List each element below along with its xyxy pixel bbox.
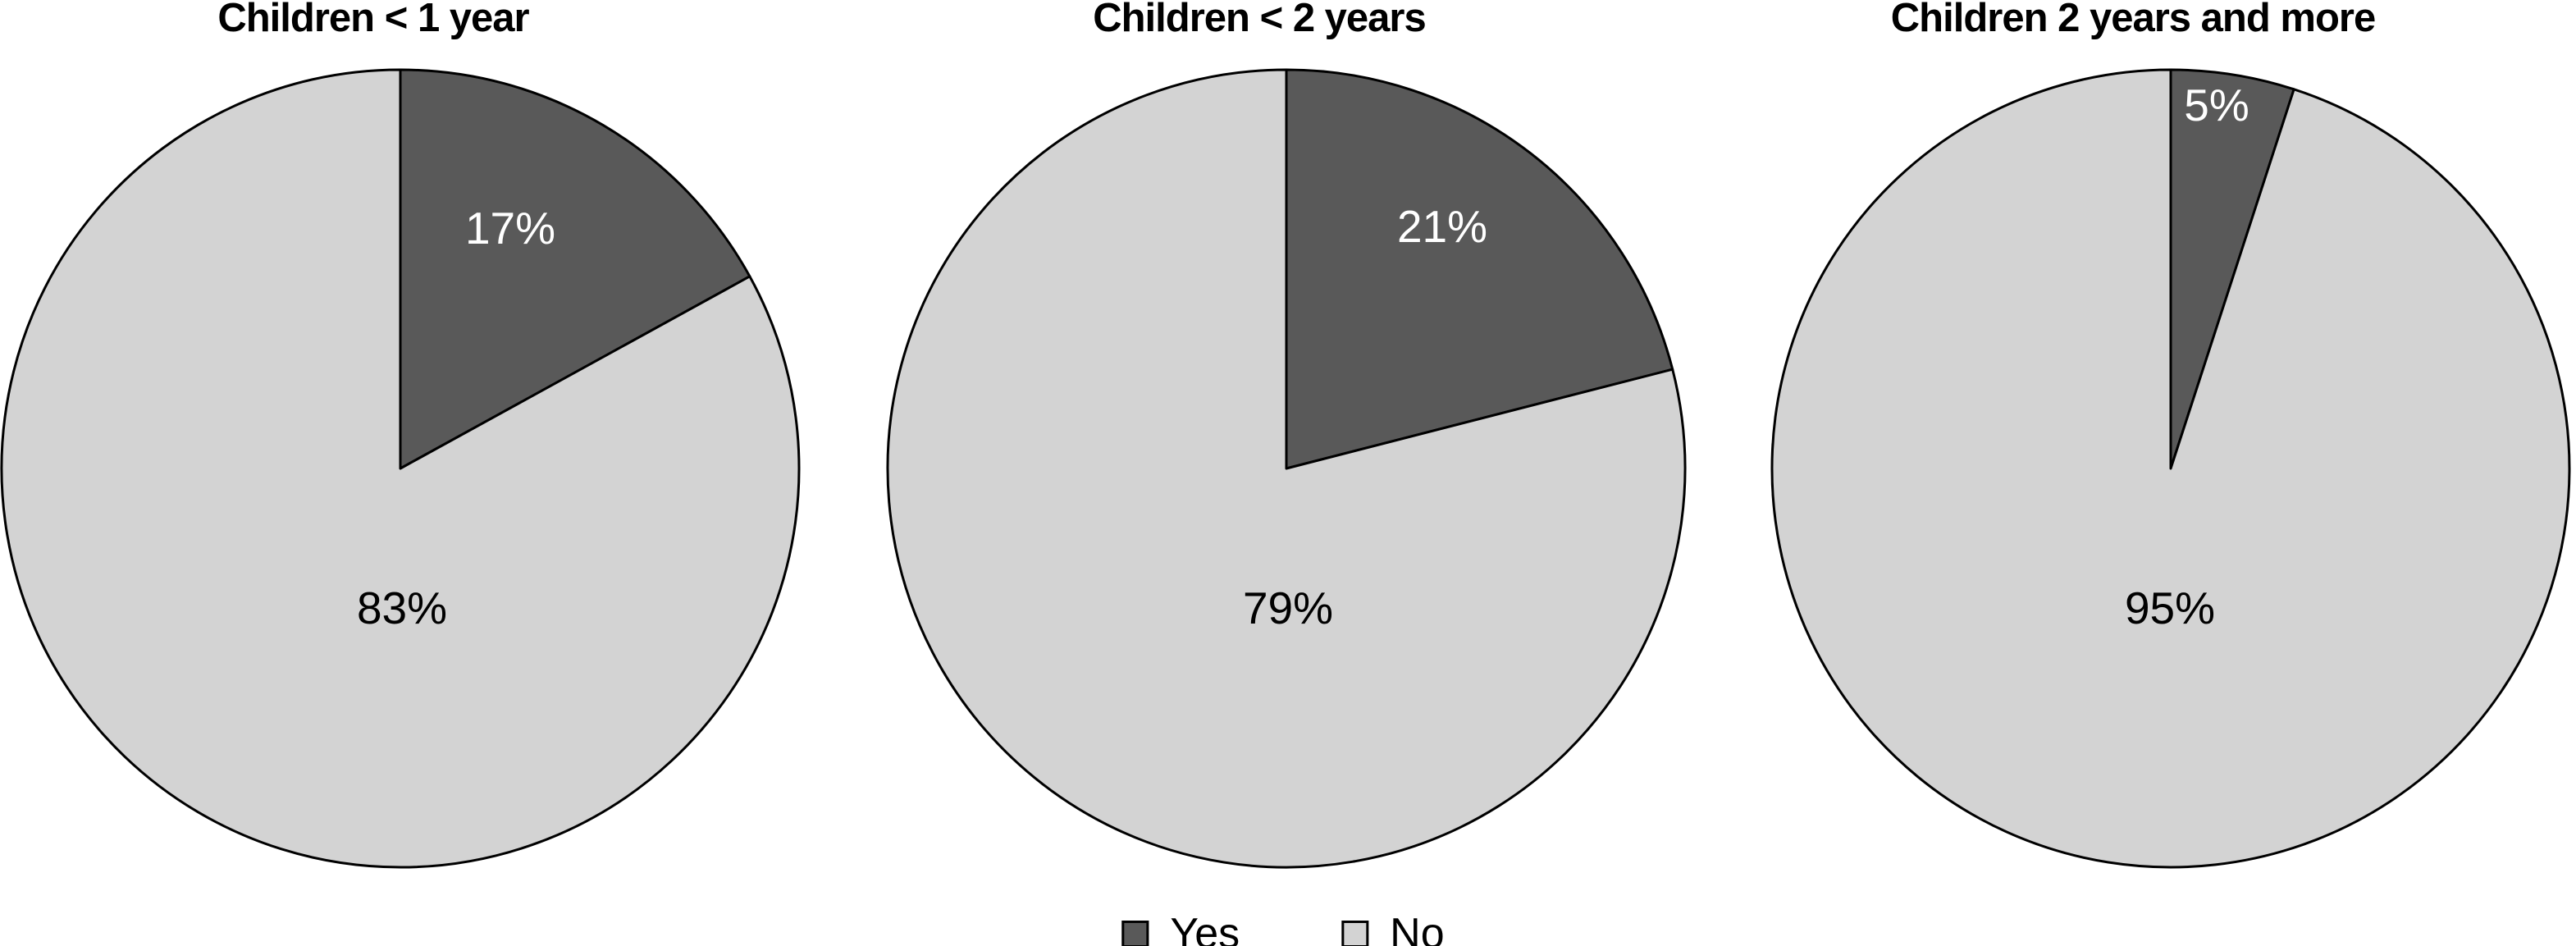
pie2-data-label-no: 79%	[1243, 583, 1333, 633]
pie1-slice-yes	[399, 68, 751, 470]
pie1-slice-no	[0, 68, 801, 869]
legend-swatch-no	[1341, 920, 1369, 946]
legend-label-no: No	[1390, 910, 1445, 946]
pie3-data-label-yes: 5%	[2184, 80, 2249, 130]
pie2-data-label-yes: 21%	[1397, 201, 1487, 252]
pie3-title: Children 2 years and more	[1890, 0, 2376, 40]
pie2-title: Children < 2 years	[1093, 0, 1427, 40]
legend-item-yes: Yes	[1121, 912, 1240, 946]
pie1-data-label-yes: 17%	[465, 203, 555, 254]
legend-item-no: No	[1341, 910, 1445, 946]
legend-label-yes: Yes	[1170, 910, 1240, 946]
pie3-data-label-no: 95%	[2125, 583, 2215, 633]
pie2-slice-no	[886, 68, 1687, 869]
pie1-title: Children < 1 year	[217, 0, 529, 40]
legend-swatch-yes	[1121, 920, 1149, 946]
legend: Yes No	[1121, 910, 1445, 946]
pie3-slice-yes	[2169, 68, 2295, 470]
pie1-data-label-no: 83%	[357, 583, 447, 633]
pie3-slice-no	[1770, 68, 2571, 869]
pie2-slice-yes	[1285, 68, 1674, 470]
